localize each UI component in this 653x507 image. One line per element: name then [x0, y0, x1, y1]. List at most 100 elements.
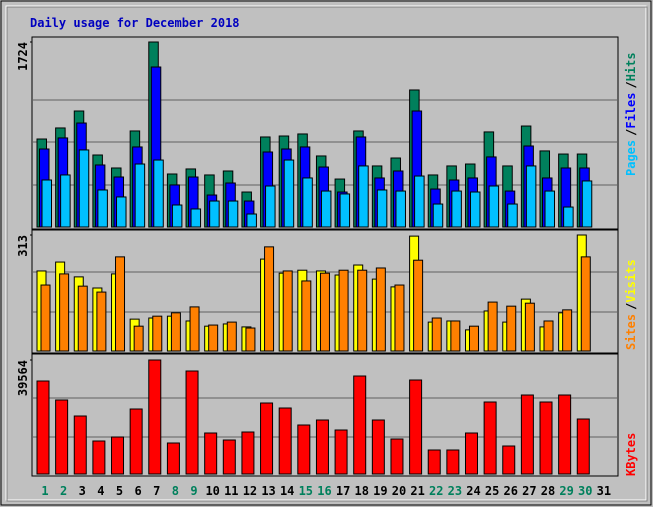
bar [185, 370, 199, 475]
bar [543, 320, 554, 352]
bar [353, 375, 367, 475]
x-tick-label: 4 [97, 484, 104, 498]
bar [36, 380, 50, 475]
x-tick-label: 28 [541, 484, 555, 498]
y-tick-label: 39564 [16, 360, 30, 396]
bar [468, 325, 479, 352]
bar [129, 408, 143, 475]
bar [241, 431, 255, 475]
x-tick-label: 20 [392, 484, 406, 498]
x-tick-label: 22 [429, 484, 443, 498]
bar [60, 174, 71, 228]
bar [451, 190, 462, 228]
x-tick-label: 18 [354, 484, 368, 498]
legend-separator: / [624, 81, 638, 88]
bar [562, 309, 573, 352]
x-tick-label: 1 [41, 484, 48, 498]
bar [581, 180, 593, 228]
bar [507, 203, 518, 228]
bar [227, 200, 239, 228]
bar [520, 394, 534, 475]
bar [319, 272, 330, 352]
bar [209, 200, 220, 228]
bar [357, 269, 368, 352]
bar [414, 175, 425, 228]
bar [264, 246, 275, 352]
legend: Sites /Visits [624, 259, 638, 350]
x-tick-label: 2 [60, 484, 67, 498]
legend: Pages/Files/Hits [624, 52, 638, 176]
bar [133, 325, 144, 352]
bar [502, 445, 516, 475]
bar [204, 432, 218, 475]
x-tick-label: 19 [373, 484, 387, 498]
bar [432, 203, 444, 228]
bar [338, 269, 349, 352]
bar [390, 438, 404, 475]
bar [226, 321, 237, 352]
bar [111, 436, 125, 475]
bar [506, 305, 517, 352]
bevel [5, 5, 647, 501]
bar [483, 401, 497, 475]
bar [371, 419, 385, 475]
bar [189, 306, 200, 352]
y-tick-label: 313 [16, 235, 30, 257]
legend-entry: KBytes [624, 433, 638, 476]
bar [320, 190, 332, 228]
bar [488, 185, 500, 228]
x-tick-label: 17 [336, 484, 350, 498]
x-tick-label: 8 [172, 484, 179, 498]
bar [395, 190, 406, 228]
legend-separator: / [624, 129, 638, 136]
bar [487, 301, 498, 352]
x-tick-label: 5 [116, 484, 123, 498]
x-tick-label: 26 [504, 484, 518, 498]
chart-title: Daily usage for December 2018 [30, 16, 240, 30]
x-tick-label: 14 [280, 484, 294, 498]
bar [558, 394, 572, 475]
bar [375, 267, 386, 352]
x-tick-label: 16 [317, 484, 331, 498]
x-tick-label: 29 [559, 484, 573, 498]
x-tick-label: 15 [299, 484, 313, 498]
bar [409, 379, 423, 475]
bar [376, 189, 388, 228]
bar [576, 418, 590, 475]
bar [297, 424, 311, 475]
bar [41, 179, 52, 228]
legend-separator: / [624, 303, 638, 310]
bar [246, 213, 257, 228]
legend-entry: Files [624, 93, 638, 129]
bar [92, 440, 106, 475]
bar [190, 208, 202, 228]
bar [97, 189, 108, 228]
x-tick-label: 31 [597, 484, 611, 498]
bar [413, 259, 424, 352]
bar [55, 399, 69, 475]
bar [539, 401, 553, 475]
bar [148, 359, 162, 475]
bar [524, 302, 535, 352]
bar [134, 163, 146, 228]
bar [278, 407, 292, 475]
x-tick-label: 25 [485, 484, 499, 498]
bar [544, 190, 556, 228]
bar [170, 312, 181, 352]
bar [339, 193, 351, 228]
bar [427, 449, 441, 475]
bar [40, 284, 51, 352]
x-tick-label: 23 [448, 484, 462, 498]
bar [282, 270, 293, 352]
x-tick-label: 30 [578, 484, 592, 498]
bar [431, 317, 442, 352]
bar [59, 273, 70, 352]
bar [260, 402, 274, 475]
x-tick-label: 24 [466, 484, 480, 498]
bar [302, 177, 313, 228]
x-tick-label: 6 [135, 484, 142, 498]
bar [394, 284, 405, 352]
bar [245, 327, 256, 352]
